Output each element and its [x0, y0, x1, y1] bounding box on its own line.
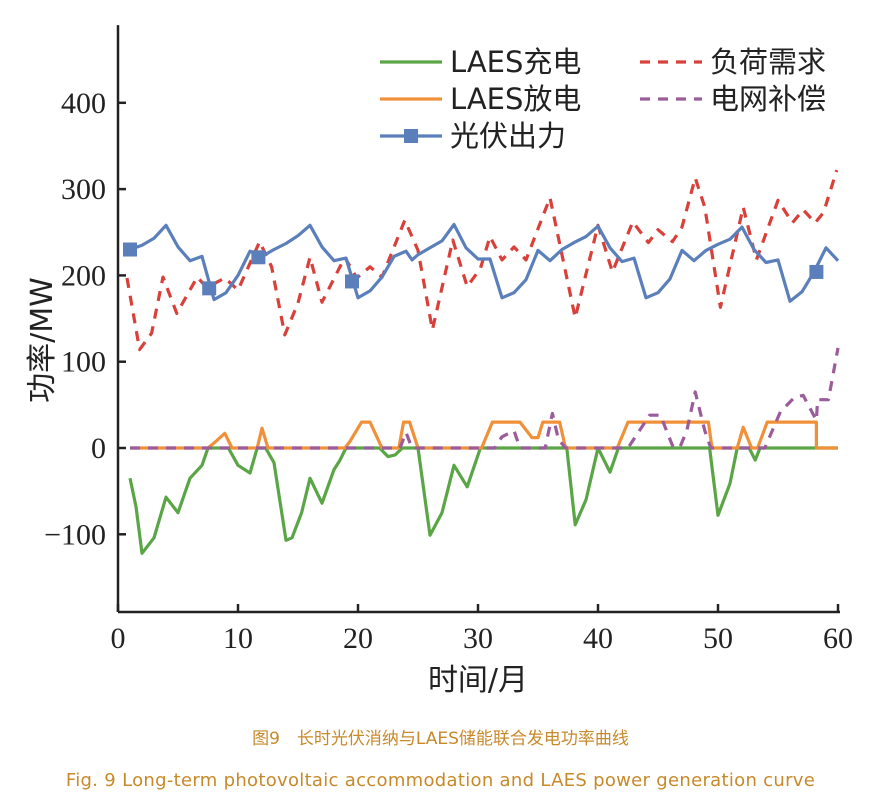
- figure-caption-english: Fig. 9 Long-term photovoltaic accommodat…: [65, 770, 816, 791]
- y-tick-label: 100: [61, 346, 106, 379]
- x-tick-label: 20: [343, 622, 373, 655]
- series-layer: [123, 169, 840, 555]
- legend-item-4: 负荷需求: [640, 45, 826, 79]
- x-tick-label: 30: [463, 622, 493, 655]
- y-tick-label: 300: [61, 173, 106, 206]
- y-tick-label: 200: [61, 259, 106, 292]
- legend-item-3: 光伏出力: [380, 119, 566, 153]
- x-tick-label: 40: [583, 622, 613, 655]
- legend-item-2: LAES放电: [380, 82, 581, 116]
- series-line-1: [128, 446, 838, 555]
- legend-label: 光伏出力: [450, 119, 566, 153]
- x-axis-label: 时间/月: [428, 663, 528, 698]
- pv-marker: [202, 281, 217, 296]
- pv-marker: [809, 264, 824, 279]
- x-tick-label: 0: [111, 622, 126, 655]
- series-line-3: [129, 222, 840, 303]
- y-tick-label: 0: [91, 432, 106, 465]
- axes: −100 0 100 200 300 400 0 10 20 30 40 50 60: [44, 25, 853, 655]
- x-tick-label: 10: [223, 622, 253, 655]
- series-line-4: [125, 169, 839, 352]
- pv-marker: [123, 242, 137, 257]
- legend-label: LAES充电: [450, 45, 581, 79]
- legend-label: 负荷需求: [710, 45, 826, 79]
- y-axis-label: 功率/MW: [25, 277, 60, 403]
- legend-label: 电网补偿: [710, 82, 826, 116]
- legend-marker: [404, 129, 418, 143]
- x-tick-label: 60: [823, 622, 853, 655]
- figure-caption-chinese: 图9 长时光伏消纳与LAES储能联合发电功率曲线: [252, 729, 629, 749]
- pv-marker: [345, 274, 359, 289]
- series-line-2: [130, 420, 838, 450]
- y-tick-label: 400: [61, 87, 106, 120]
- series-line-5: [130, 347, 840, 450]
- legend-item-5: 电网补偿: [640, 82, 826, 116]
- legend-item-1: LAES充电: [380, 45, 581, 79]
- legend-label: LAES放电: [450, 82, 581, 116]
- x-tick-label: 50: [703, 622, 733, 655]
- y-tick-label: −100: [44, 518, 106, 551]
- pv-marker: [251, 250, 266, 265]
